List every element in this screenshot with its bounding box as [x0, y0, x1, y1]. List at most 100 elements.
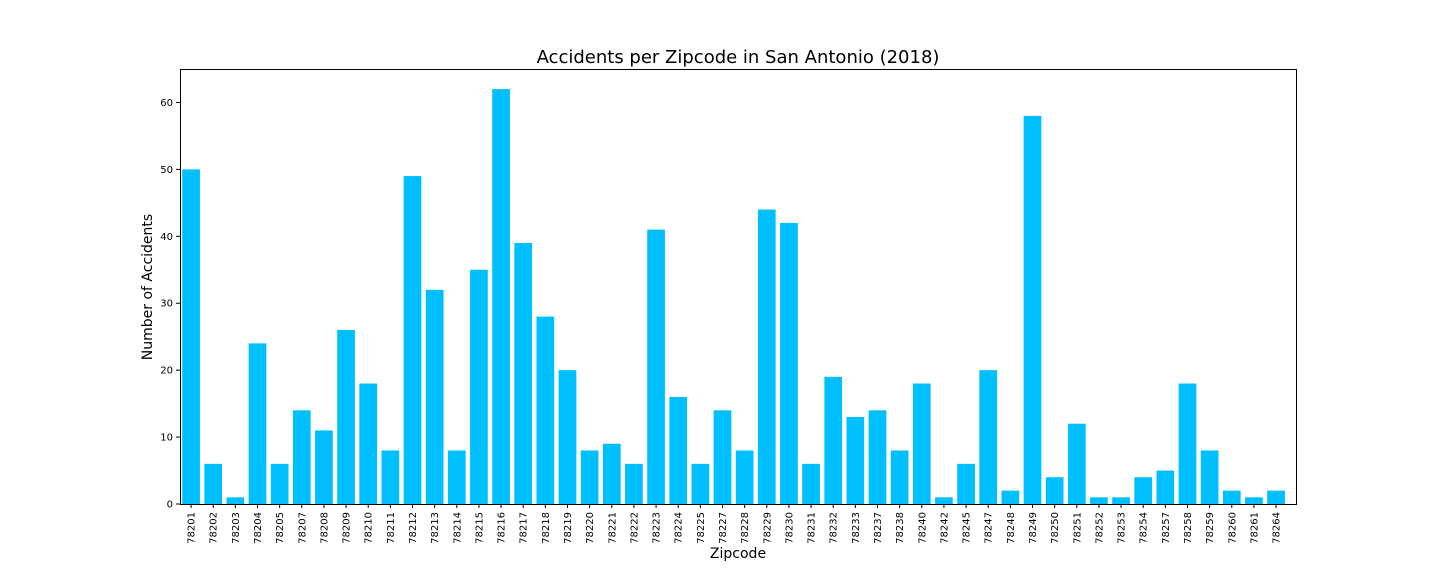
x-tick-label: 78261 — [1249, 512, 1260, 544]
bar-78242 — [935, 497, 953, 504]
x-tick-label: 78264 — [1272, 512, 1283, 544]
x-tick-label: 78207 — [297, 512, 308, 544]
bar-78225 — [691, 463, 710, 504]
x-tick-label: 78219 — [563, 512, 574, 544]
x-tick-label: 78203 — [231, 512, 242, 544]
bar-78229 — [757, 209, 776, 505]
x-tick-label: 78259 — [1205, 512, 1216, 544]
x-tick-label: 78223 — [652, 512, 663, 544]
bar-78201 — [182, 169, 200, 504]
bar-78223 — [647, 229, 665, 504]
x-tick-label: 78231 — [807, 512, 818, 544]
x-tick-label: 78227 — [718, 512, 729, 544]
x-tick-label: 78220 — [585, 512, 596, 544]
x-tick-label: 78251 — [1072, 512, 1083, 544]
x-tick-label: 78204 — [253, 512, 264, 544]
x-tick-label: 78247 — [984, 512, 995, 544]
x-tick-label: 78248 — [1006, 512, 1017, 544]
y-tick-label: 10 — [160, 433, 173, 444]
bar-78210 — [359, 383, 378, 504]
x-tick-label: 78218 — [541, 512, 552, 544]
bar-78219 — [558, 370, 577, 504]
x-tick-label: 78257 — [1161, 512, 1172, 544]
x-tick-label: 78245 — [962, 512, 973, 544]
bar-78222 — [625, 463, 643, 504]
x-tick-label: 78211 — [386, 512, 397, 544]
bar-78257 — [1156, 470, 1175, 504]
bar-78205 — [270, 463, 289, 504]
bar-78249 — [1023, 115, 1042, 504]
x-tick-label: 78216 — [497, 512, 508, 544]
bar-78230 — [780, 222, 798, 505]
bar-78248 — [1001, 490, 1020, 504]
x-tick-label: 78209 — [342, 512, 353, 544]
x-tick-label: 78230 — [784, 512, 795, 544]
x-axis: 78201 78202 78203 78204 78205 78207 78208 78209… — [187, 504, 1283, 544]
bar-78238 — [890, 450, 909, 504]
x-tick-label: 78238 — [895, 512, 906, 544]
bar-78251 — [1067, 423, 1086, 504]
bar-78208 — [315, 430, 333, 504]
bar-78214 — [447, 450, 466, 504]
y-tick-label: 40 — [160, 232, 173, 243]
bar-78217 — [514, 243, 533, 504]
y-tick-label: 30 — [160, 299, 173, 310]
x-tick-label: 78215 — [474, 512, 485, 544]
y-axis: 0 10 20 30 40 50 60 — [160, 98, 180, 511]
x-tick-label: 78232 — [829, 512, 840, 544]
x-axis-label: Zipcode — [710, 546, 766, 562]
bar-78264 — [1267, 490, 1285, 504]
bar-78261 — [1245, 497, 1263, 504]
x-tick-label: 78253 — [1117, 512, 1128, 544]
x-tick-label: 78222 — [629, 512, 640, 544]
bar-78215 — [470, 269, 488, 504]
bar-78259 — [1200, 450, 1219, 504]
bar-78252 — [1090, 497, 1108, 504]
bar-78220 — [580, 450, 599, 504]
bar-78221 — [602, 443, 621, 504]
bar-78245 — [957, 463, 975, 504]
y-tick-label: 0 — [167, 500, 173, 511]
bar-78213 — [425, 289, 444, 504]
bars-group — [182, 89, 1285, 505]
bar-78218 — [536, 316, 555, 504]
x-tick-label: 78233 — [851, 512, 862, 544]
x-tick-label: 78224 — [674, 512, 685, 544]
y-tick-label: 20 — [160, 366, 173, 377]
x-tick-label: 78229 — [762, 512, 773, 544]
bar-78253 — [1112, 497, 1130, 504]
y-axis-label: Number of Accidents — [140, 214, 156, 360]
bar-78258 — [1178, 383, 1197, 504]
x-tick-label: 78240 — [917, 512, 928, 544]
bar-78254 — [1134, 477, 1153, 504]
x-tick-label: 78201 — [187, 512, 198, 544]
bar-78247 — [979, 370, 998, 504]
chart-title: Accidents per Zipcode in San Antonio (20… — [537, 47, 940, 68]
x-tick-label: 78252 — [1094, 512, 1105, 544]
bar-78232 — [824, 376, 843, 504]
bar-78207 — [292, 410, 311, 504]
bar-78260 — [1222, 490, 1241, 504]
bar-78224 — [669, 396, 688, 504]
x-tick-label: 78258 — [1183, 512, 1194, 544]
bar-78202 — [204, 463, 223, 504]
bar-78211 — [381, 450, 400, 504]
plot-frame — [180, 69, 1297, 505]
bar-78240 — [912, 383, 931, 504]
bar-78231 — [802, 463, 820, 504]
x-tick-label: 78208 — [319, 512, 330, 544]
x-tick-label: 78254 — [1139, 512, 1150, 544]
x-tick-label: 78225 — [696, 512, 707, 544]
bar-78227 — [713, 410, 732, 504]
bar-78237 — [868, 410, 887, 504]
bar-78216 — [492, 89, 510, 504]
x-tick-label: 78213 — [430, 512, 441, 544]
x-tick-label: 78205 — [275, 512, 286, 544]
bar-78209 — [337, 330, 355, 504]
bar-78233 — [846, 417, 865, 504]
x-tick-label: 78250 — [1050, 512, 1061, 544]
bar-78250 — [1045, 477, 1064, 504]
x-tick-label: 78260 — [1227, 512, 1238, 544]
x-tick-label: 78210 — [364, 512, 375, 544]
